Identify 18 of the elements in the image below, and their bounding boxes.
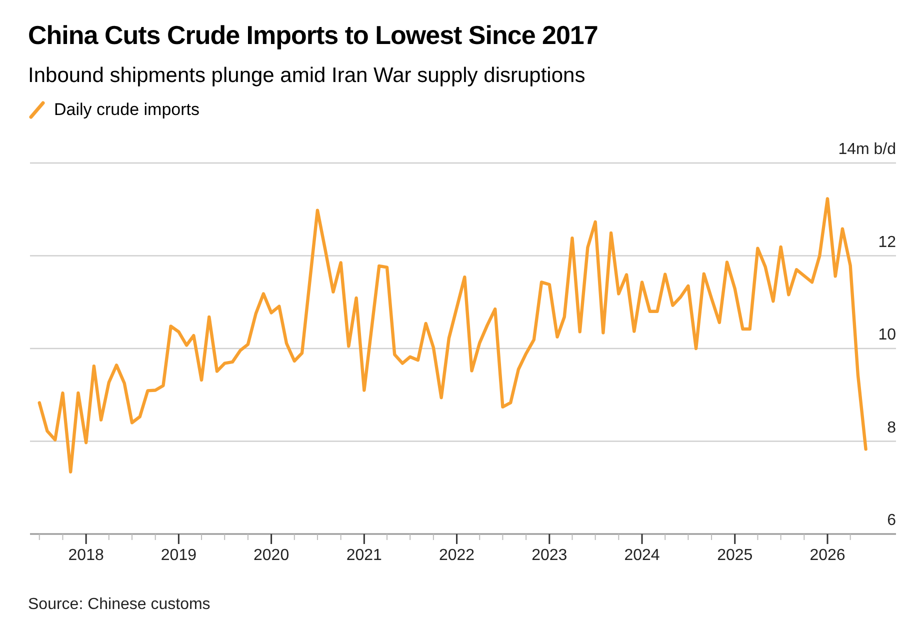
x-tick-label: 2018 <box>68 547 104 564</box>
x-tick-label: 2023 <box>532 547 568 564</box>
y-tick-label: 6 <box>887 512 896 529</box>
x-tick-label: 2020 <box>254 547 290 564</box>
chart-title: China Cuts Crude Imports to Lowest Since 2017 <box>28 20 598 50</box>
source-note: Source: Chinese customs <box>28 596 210 613</box>
legend-label: Daily crude imports <box>54 100 200 120</box>
chart-subtitle: Inbound shipments plunge amid Iran War supply disruptions <box>28 64 586 87</box>
x-tick-label: 2026 <box>810 547 846 564</box>
x-tick-label: 2024 <box>624 547 660 564</box>
y-tick-label: 12 <box>878 234 896 251</box>
x-tick-label: 2019 <box>160 547 197 564</box>
y-tick-label: 14m b/d <box>838 141 896 158</box>
x-tick-label: 2025 <box>717 547 753 564</box>
x-tick-label: 2022 <box>438 547 475 564</box>
y-tick-label: 8 <box>887 419 896 436</box>
y-tick-label: 10 <box>878 326 896 344</box>
x-tick-label: 2021 <box>346 547 382 564</box>
